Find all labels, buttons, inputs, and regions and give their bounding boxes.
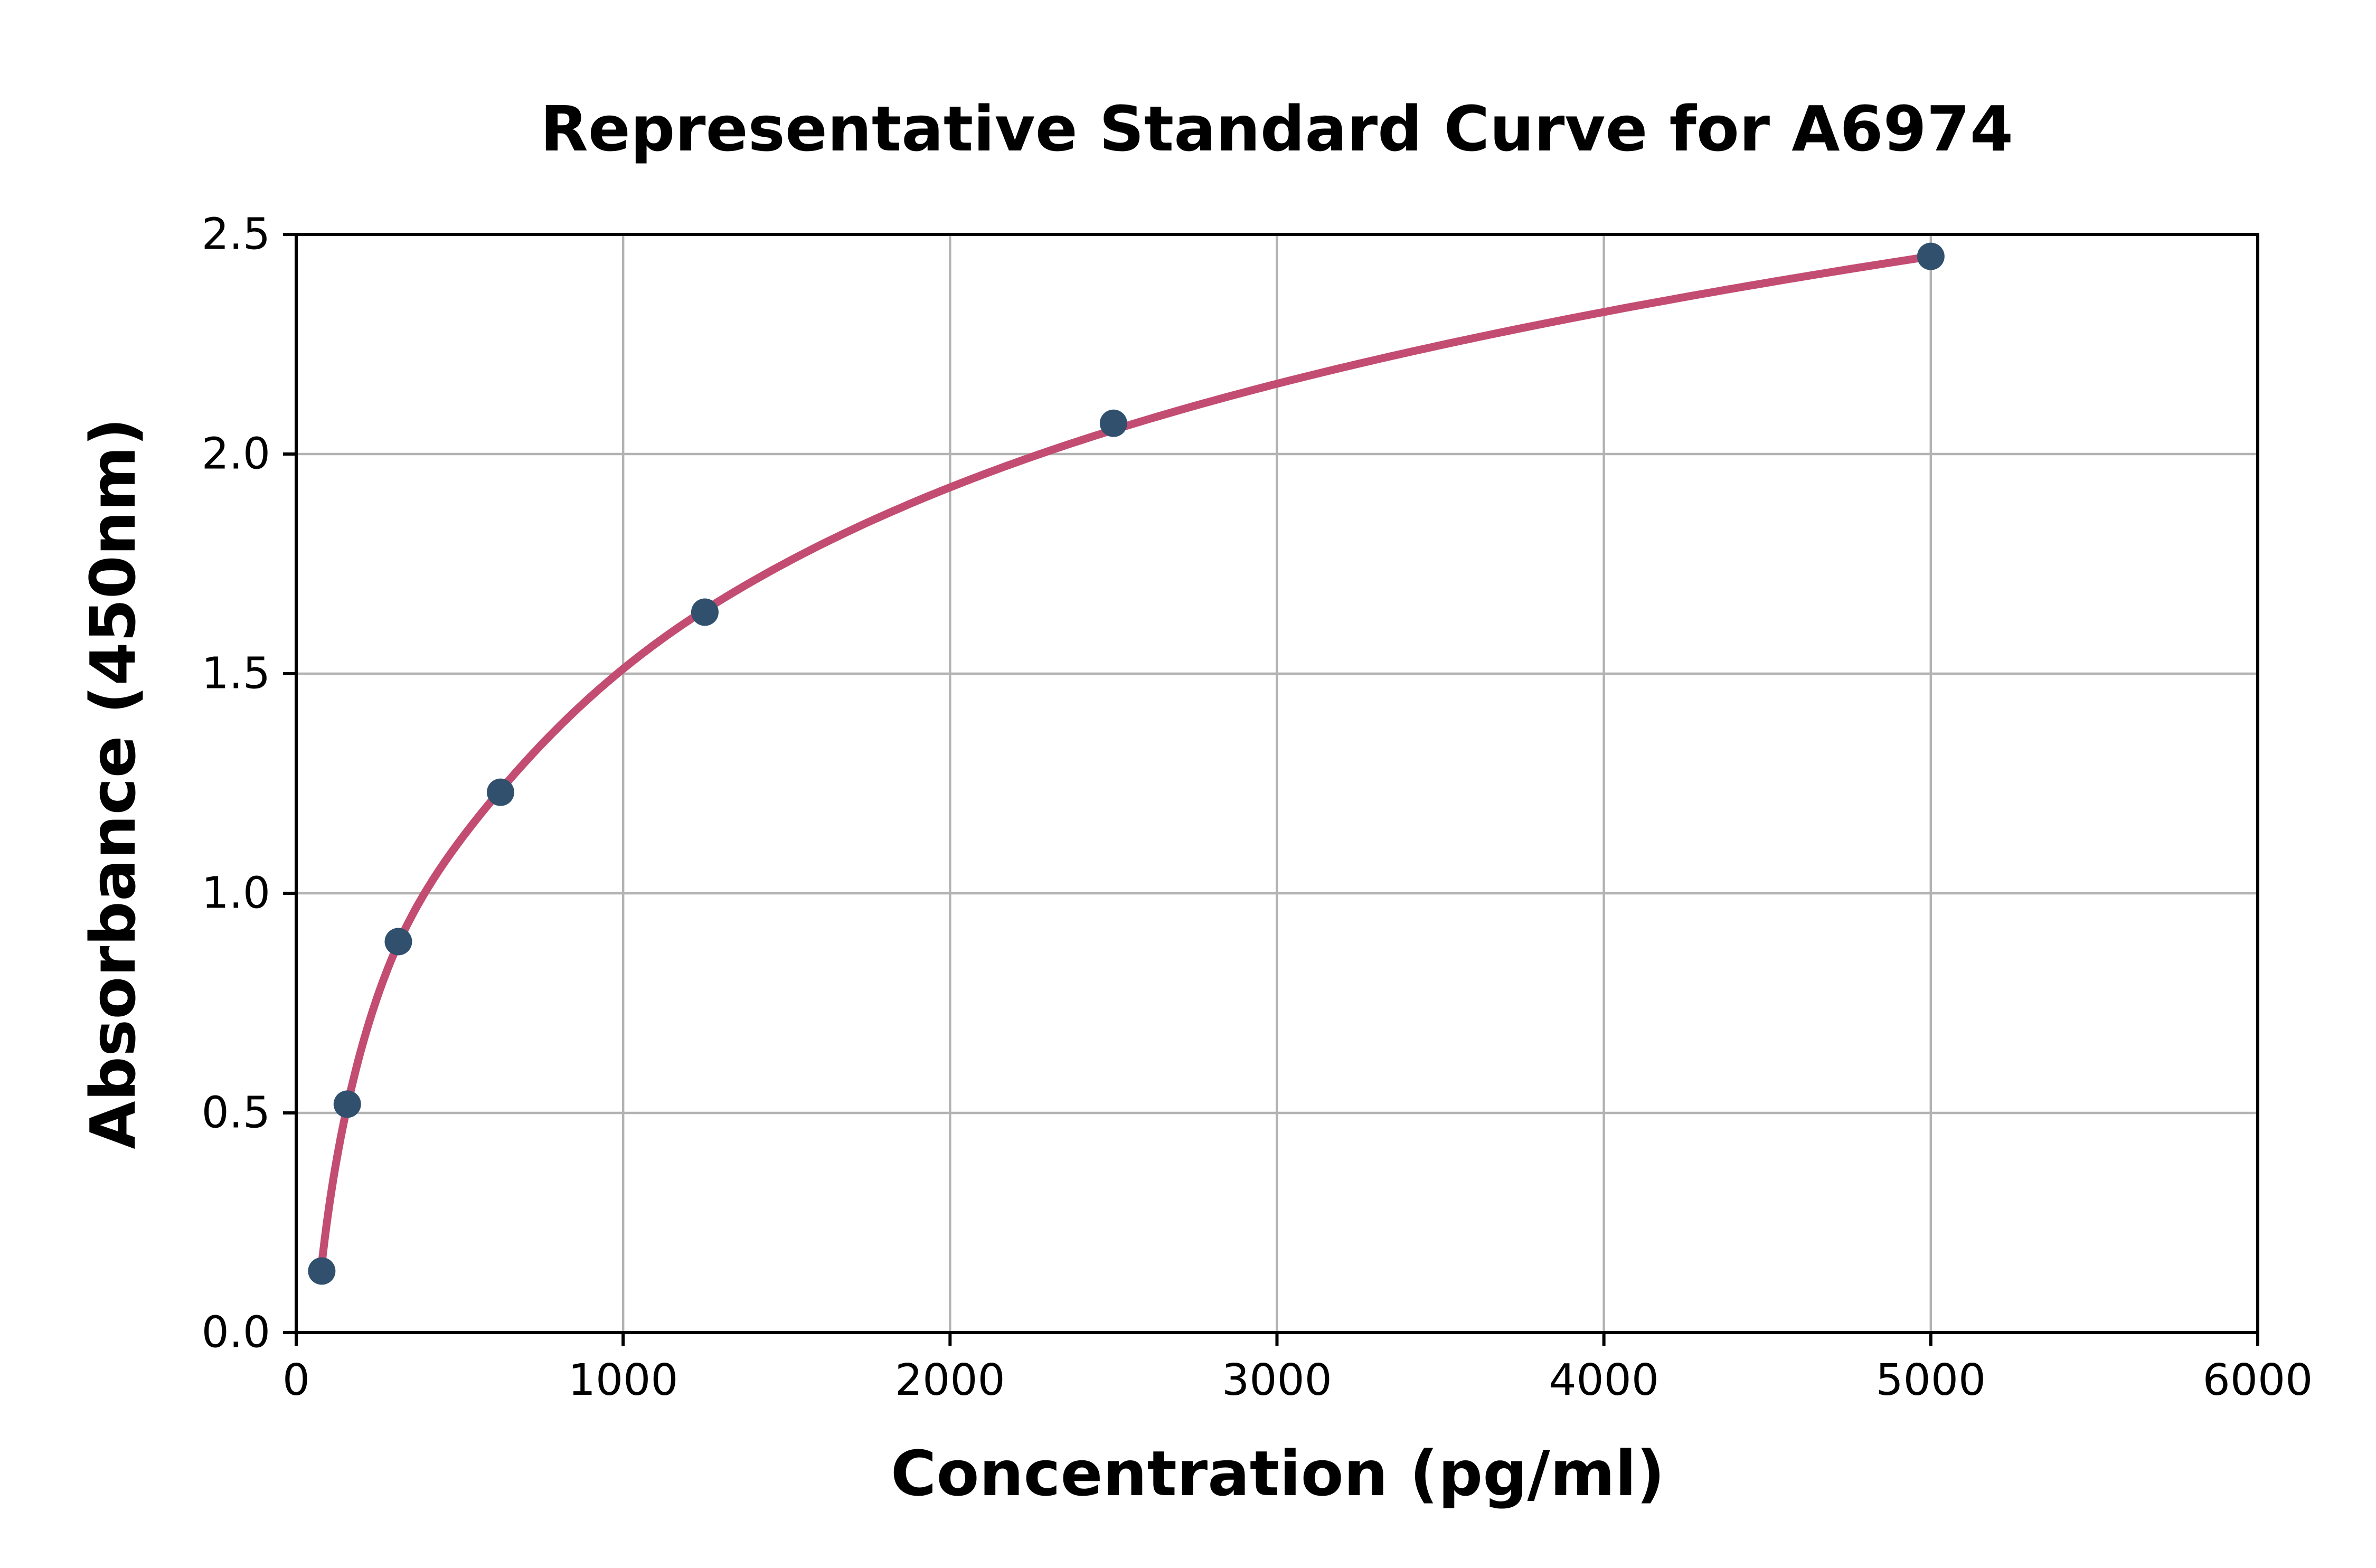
x-tick-label-1000: 1000	[568, 1355, 678, 1405]
points-layer	[308, 242, 1945, 1285]
y-tick-label-0.5: 0.5	[202, 1088, 270, 1138]
y-axis-label: Absorbance (450nm)	[77, 418, 149, 1149]
y-tick-label-0.0: 0.0	[202, 1308, 270, 1358]
y-tick-label-1.5: 1.5	[202, 649, 270, 699]
chart-title: Representative Standard Curve for A6974	[540, 92, 2013, 165]
x-axis-label: Concentration (pg/ml)	[891, 1437, 1665, 1510]
x-tick-label-4000: 4000	[1549, 1355, 1659, 1405]
x-tick-label-3000: 3000	[1222, 1355, 1332, 1405]
data-point-312.5	[384, 928, 412, 956]
data-point-78.13	[308, 1257, 336, 1285]
data-point-1250	[691, 598, 719, 626]
x-tick-label-5000: 5000	[1875, 1355, 1986, 1405]
tick-label-layer: 0 1000 2000 3000 4000 5000 6000 0.0 0.5 1.0 1.5 2.0…	[202, 210, 2313, 1406]
axes-layer	[283, 233, 2259, 1346]
data-point-156.25	[333, 1090, 361, 1118]
x-tick-label-0: 0	[282, 1355, 310, 1405]
y-tick-label-2.5: 2.5	[202, 210, 270, 260]
y-tick-label-2.0: 2.0	[202, 429, 270, 479]
data-point-5000	[1917, 242, 1945, 270]
y-tick-label-1.0: 1.0	[202, 868, 270, 919]
data-point-625	[486, 778, 514, 806]
data-point-2500	[1099, 409, 1127, 437]
x-tick-label-6000: 6000	[2203, 1355, 2313, 1405]
x-tick-label-2000: 2000	[895, 1355, 1005, 1405]
grid-layer	[295, 233, 2259, 1334]
